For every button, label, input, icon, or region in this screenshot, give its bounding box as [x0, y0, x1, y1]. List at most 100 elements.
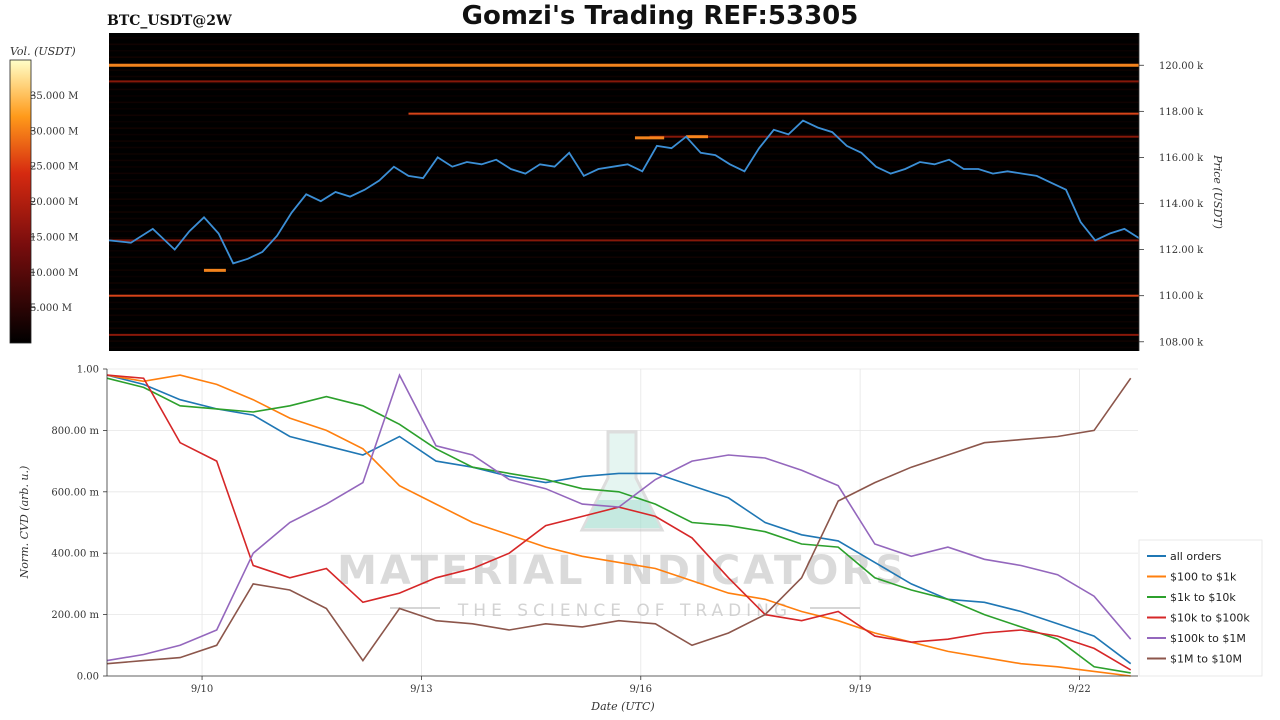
cvd-y-tick-label: 800.00 m — [51, 426, 99, 437]
colorbar-tick-label: 5.000 M — [30, 303, 72, 314]
legend-label: all orders — [1170, 550, 1222, 563]
liquidity-band — [109, 217, 1139, 220]
liquidity-band — [109, 120, 1139, 123]
colorbar-tick-label: 20.000 M — [30, 197, 78, 208]
price-tick-label: 114.00 k — [1159, 199, 1204, 210]
liquidity-band — [109, 101, 1139, 104]
liquidity-band — [109, 159, 1139, 162]
liquidity-band — [109, 43, 1139, 46]
colorbar: Vol. (USDT) 5.000 M 10.000 M 15.000 M 20.00… — [9, 45, 78, 344]
liquidity-band — [109, 172, 1139, 175]
liquidity-band — [109, 224, 1139, 226]
price-tick-label: 108.00 k — [1159, 337, 1204, 348]
liquidity-wall — [686, 135, 709, 139]
liquidity-band — [109, 75, 1139, 78]
colorbar-tick-label: 35.000 M — [30, 91, 78, 102]
liquidity-band — [109, 308, 1139, 310]
legend-label: $1M to $10M — [1170, 653, 1242, 666]
liquidity-wall — [109, 294, 1139, 297]
colorbar-tick-label: 10.000 M — [30, 268, 78, 279]
heatmap-background — [109, 33, 1139, 351]
legend: all orders $100 to $1k $1k to $10k $10k to … — [1138, 539, 1263, 677]
price-axis-ticks: 108.00 k 110.00 k 112.00 k 114.00 k 116.00 k… — [1138, 33, 1204, 351]
colorbar-gradient — [9, 59, 32, 344]
legend-box — [1138, 539, 1263, 677]
symbol-label: BTC_USDT@2W — [107, 13, 232, 29]
liquidity-band — [109, 288, 1139, 291]
liquidity-wall — [408, 112, 1139, 115]
colorbar-tick-label: 15.000 M — [30, 232, 78, 243]
cvd-y-axis-title: Norm. CVD (arb. u.) — [18, 466, 31, 580]
liquidity-band — [109, 301, 1139, 304]
liquidity-band — [109, 62, 1139, 65]
liquidity-band — [109, 230, 1139, 233]
liquidity-band — [109, 314, 1139, 317]
price-tick-label: 120.00 k — [1159, 61, 1204, 72]
liquidity-band — [109, 185, 1139, 188]
heatmap-liquidity-bands — [109, 37, 1139, 349]
price-tick-label: 116.00 k — [1159, 153, 1204, 164]
heatmap-walls — [109, 63, 1139, 336]
price-axis-title: Price (USDT) — [1211, 154, 1224, 229]
cvd-series-lines — [106, 373, 1132, 677]
legend-label: $1k to $10k — [1170, 591, 1236, 604]
liquidity-band — [109, 269, 1139, 271]
price-line — [108, 119, 1140, 265]
watermark-title: MATERIAL INDICATORS — [337, 548, 907, 594]
series-line — [106, 377, 1132, 665]
liquidity-band — [109, 88, 1139, 91]
liquidity-band — [109, 166, 1139, 168]
colorbar-tick-label: 30.000 M — [30, 126, 78, 137]
liquidity-wall — [109, 63, 1139, 67]
legend-items: all orders $100 to $1k $1k to $10k $10k to … — [1147, 550, 1250, 666]
liquidity-wall — [109, 333, 1139, 336]
cvd-x-tick-label: 9/10 — [191, 684, 213, 695]
legend-label: $100k to $1M — [1170, 632, 1246, 645]
legend-label: $10k to $100k — [1170, 612, 1250, 625]
liquidity-band — [109, 262, 1139, 265]
colorbar-tick-label: 25.000 M — [30, 162, 78, 173]
liquidity-band — [109, 178, 1139, 181]
watermark-tagline: THE SCIENCE OF TRADING — [457, 601, 792, 621]
liquidity-band — [109, 191, 1139, 194]
liquidity-band — [109, 133, 1139, 136]
liquidity-band — [109, 82, 1139, 84]
colorbar-label: Vol. (USDT) — [10, 45, 76, 58]
liquidity-wall — [649, 135, 1139, 138]
cvd-y-tick-label: 1.00 — [77, 365, 99, 376]
watermark: MATERIAL INDICATORS THE SCIENCE OF TRADI… — [337, 430, 907, 621]
liquidity-wall — [203, 268, 226, 272]
cvd-y-tick-label: 600.00 m — [51, 487, 99, 498]
price-tick-label: 112.00 k — [1159, 245, 1204, 256]
liquidity-band — [109, 340, 1139, 342]
cvd-x-tick-label: 9/16 — [630, 684, 652, 695]
legend-label: $100 to $1k — [1170, 571, 1237, 584]
liquidity-band — [109, 249, 1139, 252]
chart-title: Gomzi's Trading REF:53305 — [462, 1, 859, 31]
cvd-x-axis-title: Date (UTC) — [590, 700, 654, 713]
liquidity-band — [109, 69, 1139, 71]
cvd-x-tick-label: 9/22 — [1068, 684, 1090, 695]
liquidity-band — [109, 56, 1139, 58]
liquidity-band — [109, 95, 1139, 97]
liquidity-band — [109, 282, 1139, 284]
cvd-panel: MATERIAL INDICATORS THE SCIENCE OF TRADI… — [18, 365, 1138, 713]
liquidity-band — [109, 211, 1139, 213]
liquidity-band — [109, 49, 1139, 52]
liquidity-band — [109, 127, 1139, 129]
cvd-x-tick-label: 9/13 — [410, 684, 432, 695]
price-tick-label: 110.00 k — [1159, 291, 1204, 302]
liquidity-band — [109, 327, 1139, 329]
liquidity-band — [109, 204, 1139, 207]
liquidity-band — [109, 275, 1139, 278]
cvd-y-tick-label: 0.00 — [77, 672, 99, 683]
cvd-y-ticks: 0.00 200.00 m 400.00 m 600.00 m 800.00 m 1.00 — [51, 365, 107, 683]
cvd-y-tick-label: 400.00 m — [51, 549, 99, 560]
colorbar-ticks: 5.000 M 10.000 M 15.000 M 20.000 M 25.000 M 3… — [30, 91, 78, 314]
liquidity-wall — [109, 80, 1139, 83]
liquidity-band — [109, 256, 1139, 259]
series-line — [106, 377, 1131, 674]
cvd-x-ticks: 9/10 9/13 9/16 9/19 9/22 — [191, 676, 1091, 695]
liquidity-band — [109, 320, 1139, 323]
